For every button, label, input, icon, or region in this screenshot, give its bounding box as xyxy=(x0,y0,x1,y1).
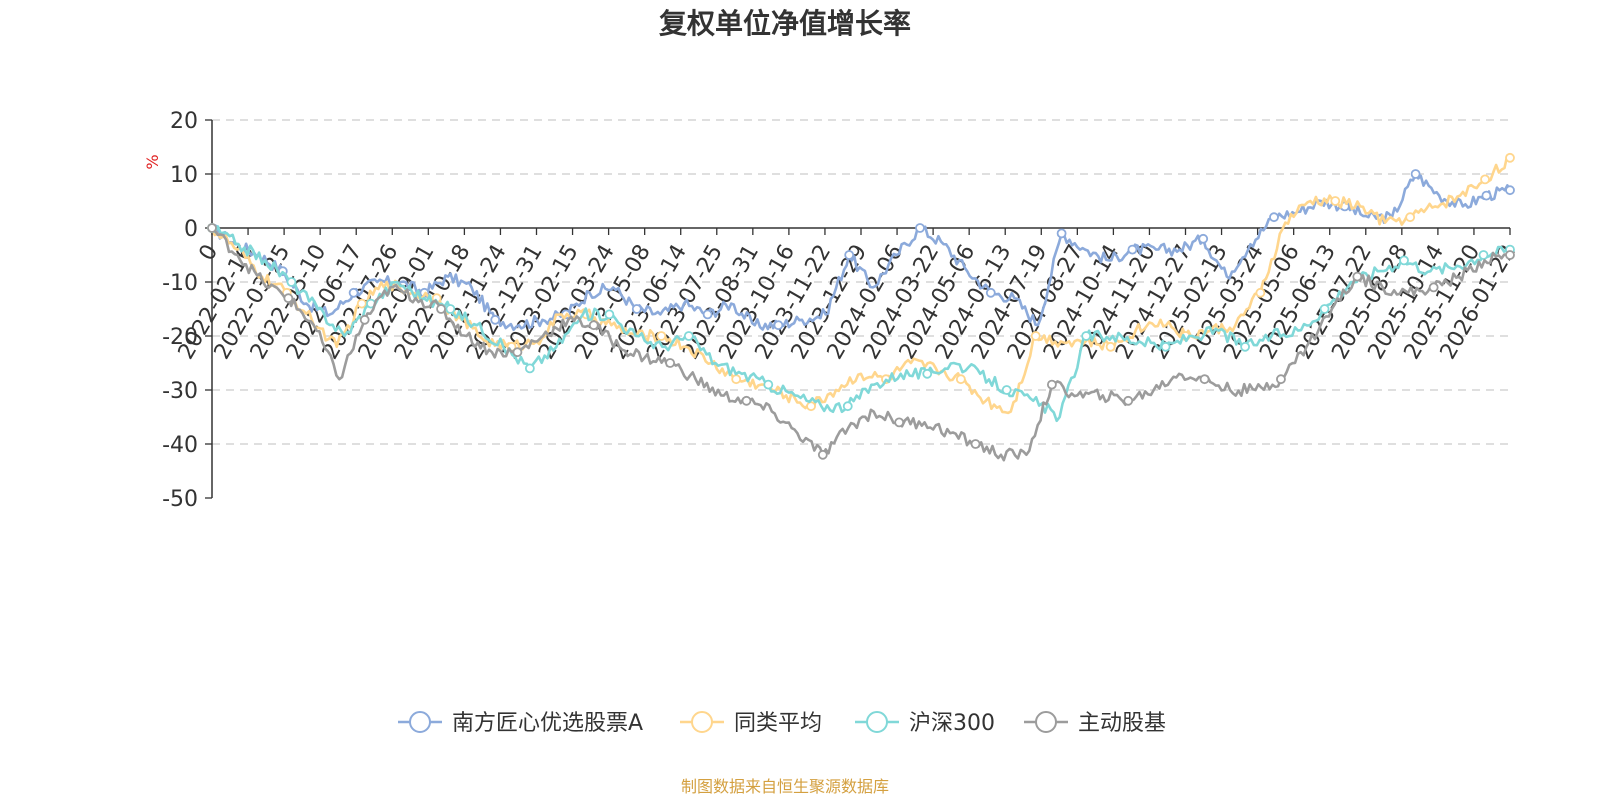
data-point xyxy=(1198,233,1209,244)
data-point xyxy=(817,449,828,460)
data-point xyxy=(524,363,535,374)
legend-item-0[interactable]: 南方匠心优选股票A xyxy=(398,711,643,736)
data-point xyxy=(1428,282,1439,293)
grid-layer xyxy=(212,119,1510,445)
series-line xyxy=(210,225,1511,423)
data-point xyxy=(763,379,774,390)
data-point xyxy=(286,277,297,287)
y-tick-label: -30 xyxy=(162,379,198,404)
data-point xyxy=(631,304,642,314)
data-point xyxy=(1127,244,1138,255)
data-point xyxy=(656,331,667,341)
data-point xyxy=(359,314,370,325)
y-tick-label: -40 xyxy=(162,433,198,458)
source-note: 制图数据来自恒生聚源数据库 xyxy=(681,777,889,796)
data-point xyxy=(741,395,752,406)
y-tick-label: -50 xyxy=(162,487,198,512)
y-tick-label: -10 xyxy=(162,271,198,296)
data-point xyxy=(1480,174,1490,185)
chart-title: 复权单位净值增长率 xyxy=(659,7,911,40)
data-point xyxy=(915,223,925,233)
legend-label: 同类平均 xyxy=(734,711,822,736)
data-point xyxy=(1276,374,1286,385)
data-point xyxy=(731,374,742,385)
x-tick-label: 0 xyxy=(195,241,224,266)
data-point xyxy=(806,401,816,412)
data-point xyxy=(356,298,367,309)
data-point xyxy=(1410,169,1421,179)
y-tick-label: 0 xyxy=(184,217,198,242)
data-point xyxy=(445,304,456,314)
legend[interactable]: 南方匠心优选股票A 同类平均 沪深300 主动股基 xyxy=(398,711,1166,736)
legend-marker-icon xyxy=(1035,711,1057,733)
series-line xyxy=(211,226,1511,462)
data-point xyxy=(985,287,996,298)
y-tick-label: -20 xyxy=(162,325,198,350)
data-point xyxy=(1056,228,1067,239)
data-point xyxy=(1505,185,1515,196)
y-tick-label: 10 xyxy=(170,163,198,188)
data-point xyxy=(1481,190,1492,201)
data-point xyxy=(1319,304,1330,314)
data-point xyxy=(1505,250,1515,260)
data-point xyxy=(490,314,501,325)
legend-item-2[interactable]: 沪深300 xyxy=(855,711,995,736)
data-point xyxy=(588,320,599,331)
data-point xyxy=(1105,341,1116,352)
legend-item-3[interactable]: 主动股基 xyxy=(1024,711,1166,736)
data-point xyxy=(665,358,676,368)
data-point xyxy=(702,309,713,320)
data-point xyxy=(1255,287,1266,298)
series-layer xyxy=(207,152,1515,462)
data-point xyxy=(955,374,966,385)
data-point xyxy=(1030,331,1041,341)
data-point xyxy=(1478,250,1489,260)
legend-label: 南方匠心优选股票A xyxy=(452,711,643,736)
data-point xyxy=(1405,212,1416,223)
data-point xyxy=(1199,374,1210,385)
data-point xyxy=(1123,395,1134,406)
data-point xyxy=(604,309,615,320)
data-point xyxy=(1160,341,1171,352)
legend-label: 主动股基 xyxy=(1078,711,1166,736)
data-point xyxy=(683,331,694,341)
data-point xyxy=(283,293,294,304)
y-axis-unit-label: % xyxy=(143,154,162,169)
legend-marker-icon xyxy=(409,711,431,733)
data-point xyxy=(1352,271,1363,282)
y-tick-label: 20 xyxy=(170,109,198,134)
data-point xyxy=(1240,341,1251,352)
data-point xyxy=(1399,255,1409,266)
data-point xyxy=(207,223,217,233)
data-point xyxy=(1001,385,1012,395)
legend-item-1[interactable]: 同类平均 xyxy=(680,711,822,736)
data-point xyxy=(773,320,784,331)
series-3 xyxy=(207,223,1515,462)
data-point xyxy=(512,347,523,358)
axis-layer: -50-40-30-20-100102002022-02-162022-03-2… xyxy=(162,109,1521,512)
data-point xyxy=(842,401,853,412)
data-point xyxy=(970,439,981,449)
data-point xyxy=(1269,212,1279,223)
legend-marker-icon xyxy=(691,711,713,733)
legend-label: 沪深300 xyxy=(909,711,995,736)
data-point xyxy=(1046,379,1057,390)
data-point xyxy=(348,287,359,298)
data-point xyxy=(922,368,933,379)
legend-marker-icon xyxy=(866,711,888,733)
data-point xyxy=(1330,196,1341,206)
data-point xyxy=(436,304,446,314)
data-point xyxy=(1505,152,1515,163)
data-point xyxy=(894,417,905,428)
data-point xyxy=(844,250,855,260)
data-point xyxy=(1081,331,1092,341)
series-2 xyxy=(207,223,1515,423)
